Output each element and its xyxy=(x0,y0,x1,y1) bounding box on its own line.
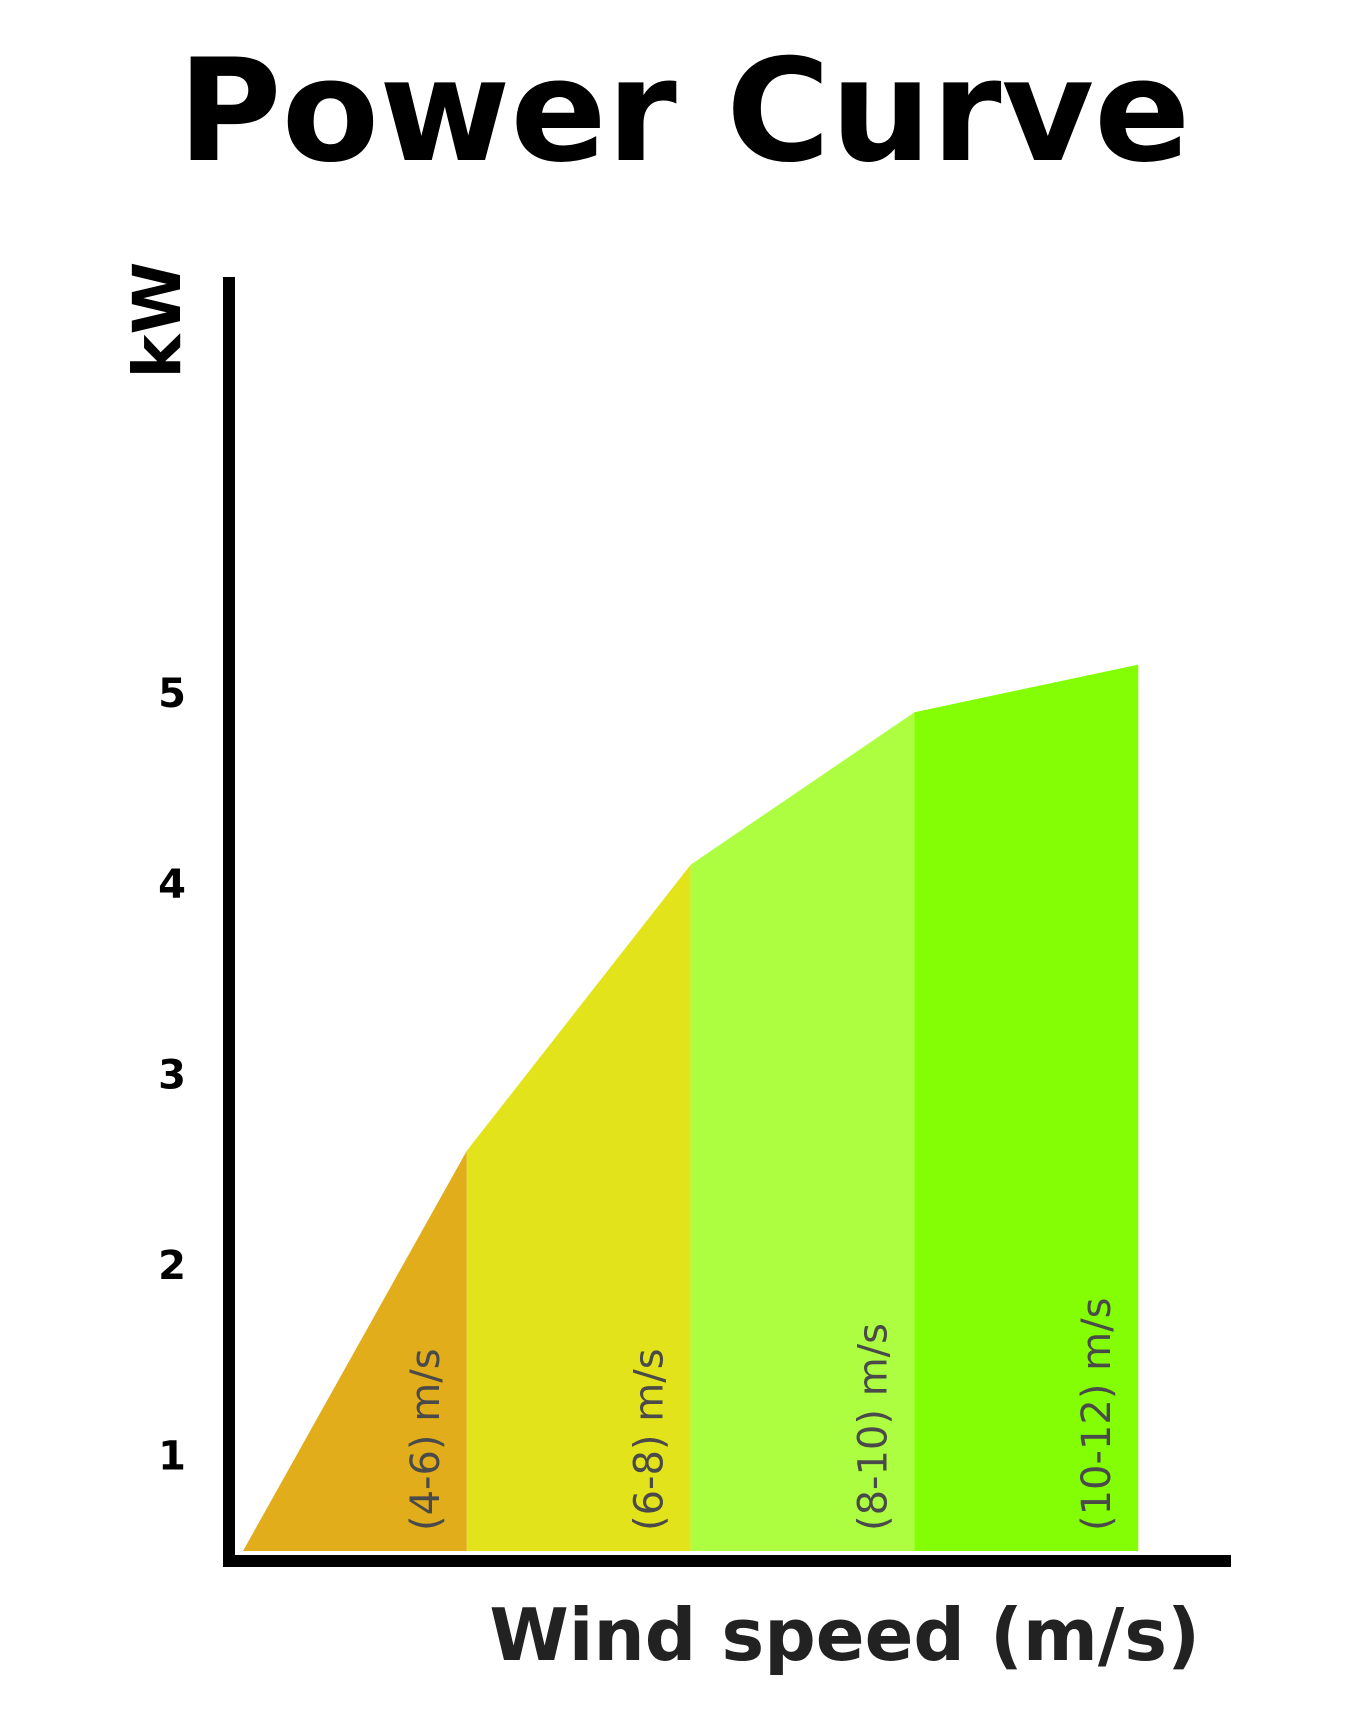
band-labels: (4-6) m/s (6-8) m/s (8-10) m/s (10-12) m/s xyxy=(403,1298,1120,1531)
y-tick-label: 2 xyxy=(158,1243,186,1289)
band-label: (8-10) m/s xyxy=(850,1323,896,1531)
band-label: (4-6) m/s xyxy=(403,1348,449,1531)
area-band xyxy=(690,712,915,1551)
area-bands xyxy=(243,664,1139,1551)
y-axis-ticks: 1 2 3 4 5 xyxy=(158,671,186,1480)
y-tick-label: 4 xyxy=(158,862,186,908)
area-band xyxy=(466,864,691,1551)
y-tick-label: 5 xyxy=(158,671,186,717)
y-tick-label: 1 xyxy=(158,1434,186,1480)
area-band xyxy=(914,664,1139,1551)
area-band xyxy=(243,1150,467,1551)
y-tick-label: 3 xyxy=(158,1052,186,1098)
y-axis-label: kW xyxy=(119,262,196,379)
band-label: (10-12) m/s xyxy=(1074,1298,1120,1531)
band-label: (6-8) m/s xyxy=(627,1348,673,1531)
chart-title: Power Curve xyxy=(178,29,1191,194)
x-axis-label: Wind speed (m/s) xyxy=(489,1593,1200,1677)
